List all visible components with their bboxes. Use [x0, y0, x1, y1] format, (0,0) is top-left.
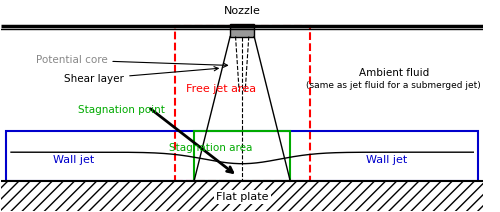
Text: Nozzle: Nozzle [224, 6, 260, 16]
Bar [6, 131, 478, 181]
Text: Stagnation area: Stagnation area [169, 143, 252, 153]
Text: Stagnation point: Stagnation point [78, 105, 166, 115]
Text: Wall jet: Wall jet [53, 155, 94, 165]
Bar [174, 26, 310, 181]
Text: Shear layer: Shear layer [64, 67, 218, 84]
Text: Free jet area: Free jet area [186, 84, 256, 94]
Text: Flat plate: Flat plate [216, 192, 268, 202]
Text: (same as jet fluid for a submerged jet): (same as jet fluid for a submerged jet) [306, 81, 481, 90]
Text: Wall jet: Wall jet [366, 155, 407, 165]
Bar [194, 131, 290, 181]
Bar [230, 24, 254, 36]
Text: Ambient fluid: Ambient fluid [358, 68, 429, 78]
Bar [2, 181, 483, 211]
Text: Potential core: Potential core [36, 55, 228, 67]
